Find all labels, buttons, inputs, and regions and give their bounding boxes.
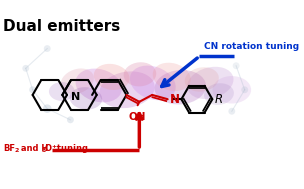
Ellipse shape xyxy=(185,67,219,92)
Ellipse shape xyxy=(204,83,234,105)
Text: N: N xyxy=(71,92,81,102)
Text: OH: OH xyxy=(129,112,146,122)
Ellipse shape xyxy=(70,87,102,110)
Circle shape xyxy=(29,86,36,93)
Ellipse shape xyxy=(130,66,176,100)
Ellipse shape xyxy=(49,82,75,101)
Text: 2: 2 xyxy=(15,148,19,153)
Circle shape xyxy=(228,108,235,115)
Ellipse shape xyxy=(153,63,191,91)
Ellipse shape xyxy=(94,64,130,90)
Text: N: N xyxy=(170,93,180,106)
Text: CN rotation tuning: CN rotation tuning xyxy=(204,42,299,51)
Ellipse shape xyxy=(212,76,251,104)
Text: tuning: tuning xyxy=(54,144,88,153)
Text: BF: BF xyxy=(3,144,16,153)
Text: 3: 3 xyxy=(41,148,46,153)
Text: O: O xyxy=(45,144,52,153)
Text: +: + xyxy=(51,143,57,149)
Ellipse shape xyxy=(124,62,156,86)
Circle shape xyxy=(233,62,240,69)
Text: Dual emitters: Dual emitters xyxy=(3,19,121,33)
Ellipse shape xyxy=(75,69,122,102)
Circle shape xyxy=(67,116,74,123)
Ellipse shape xyxy=(60,68,94,94)
Ellipse shape xyxy=(155,70,206,105)
Text: and H: and H xyxy=(18,144,48,153)
Circle shape xyxy=(22,65,29,72)
Circle shape xyxy=(241,86,248,93)
Ellipse shape xyxy=(99,71,155,108)
Ellipse shape xyxy=(187,67,233,99)
Text: R: R xyxy=(215,93,223,106)
Circle shape xyxy=(44,45,51,52)
Circle shape xyxy=(43,104,51,113)
